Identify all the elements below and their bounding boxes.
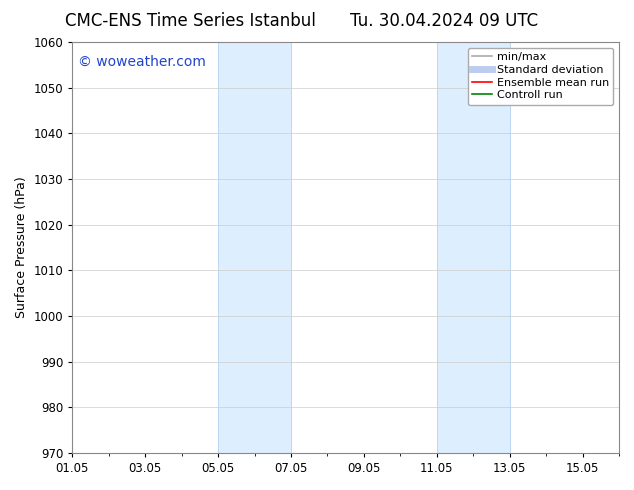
Legend: min/max, Standard deviation, Ensemble mean run, Controll run: min/max, Standard deviation, Ensemble me…	[468, 48, 614, 105]
Text: CMC-ENS Time Series Istanbul: CMC-ENS Time Series Istanbul	[65, 12, 316, 30]
Text: Tu. 30.04.2024 09 UTC: Tu. 30.04.2024 09 UTC	[350, 12, 538, 30]
Bar	[437, 42, 510, 453]
Y-axis label: Surface Pressure (hPa): Surface Pressure (hPa)	[15, 176, 28, 318]
Text: © woweather.com: © woweather.com	[78, 54, 205, 69]
Bar	[218, 42, 291, 453]
